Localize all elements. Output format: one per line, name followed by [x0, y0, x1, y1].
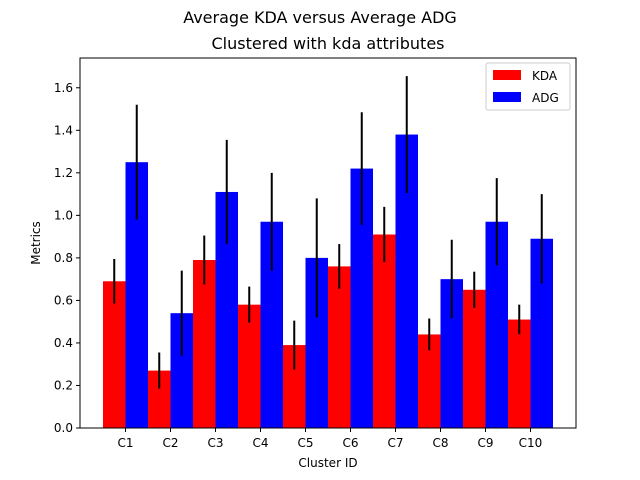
y-axis-label: Metrics [29, 221, 43, 265]
chart-title: Average KDA versus Average ADG [183, 8, 457, 27]
legend-label-kda: KDA [532, 69, 558, 83]
bar-kda-c10 [508, 319, 531, 428]
errorbars-layer [113, 76, 543, 389]
y-tick-label: 1.2 [54, 166, 73, 180]
bar-adg-c9 [485, 221, 508, 428]
x-tick-label-c6: C6 [342, 436, 358, 450]
legend: KDA ADG [485, 62, 571, 111]
legend-label-adg: ADG [532, 91, 559, 105]
bar-kda-c6 [328, 266, 351, 428]
y-axis: 0.0 0.2 0.4 0.6 0.8 1.0 1.2 1.4 1.6 [54, 81, 80, 435]
bar-kda-c8 [418, 334, 441, 428]
x-tick-label-c10: C10 [519, 436, 543, 450]
x-axis: C1 C2 C3 C4 C5 C6 C7 C8 C9 C10 [117, 428, 542, 450]
x-tick-label-c4: C4 [252, 436, 268, 450]
bar-kda-c4 [238, 304, 261, 428]
chart-subtitle: Clustered with kda attributes [212, 34, 445, 53]
bar-adg-c8 [440, 279, 463, 428]
x-tick-label-c1: C1 [117, 436, 133, 450]
bar-adg-c4 [260, 221, 283, 428]
bar-kda-c9 [463, 289, 486, 428]
y-tick-label: 1.4 [54, 123, 73, 137]
bar-kda-c2 [148, 370, 171, 428]
plot-frame [79, 57, 577, 429]
legend-swatch-adg [493, 92, 521, 102]
y-tick-label: 1.0 [54, 208, 73, 222]
bars-layer [103, 134, 553, 428]
bar-kda-c3 [193, 260, 216, 428]
bar-adg-c7 [395, 134, 418, 428]
x-tick-label-c7: C7 [387, 436, 403, 450]
y-tick-label: 0.6 [54, 293, 73, 307]
bar-kda-c5 [283, 345, 306, 428]
y-tick-label: 0.4 [54, 336, 73, 350]
y-tick-label: 0.8 [54, 251, 73, 265]
x-axis-label: Cluster ID [298, 456, 357, 470]
y-tick-label: 1.6 [54, 81, 73, 95]
bar-kda-c1 [103, 281, 126, 428]
y-tick-label: 0.0 [54, 421, 73, 435]
x-tick-label-c9: C9 [477, 436, 493, 450]
x-tick-label-c2: C2 [162, 436, 178, 450]
x-tick-label-c8: C8 [432, 436, 448, 450]
legend-swatch-kda [493, 70, 521, 80]
x-tick-label-c5: C5 [297, 436, 313, 450]
bar-adg-c10 [530, 238, 553, 428]
bar-adg-c3 [215, 191, 238, 428]
bar-adg-c6 [350, 168, 373, 428]
bar-kda-c7 [373, 234, 396, 428]
bar-adg-c2 [170, 313, 193, 428]
y-tick-label: 0.2 [54, 378, 73, 392]
bar-adg-c1 [125, 162, 148, 428]
bar-adg-c5 [305, 257, 328, 428]
x-tick-label-c3: C3 [207, 436, 223, 450]
